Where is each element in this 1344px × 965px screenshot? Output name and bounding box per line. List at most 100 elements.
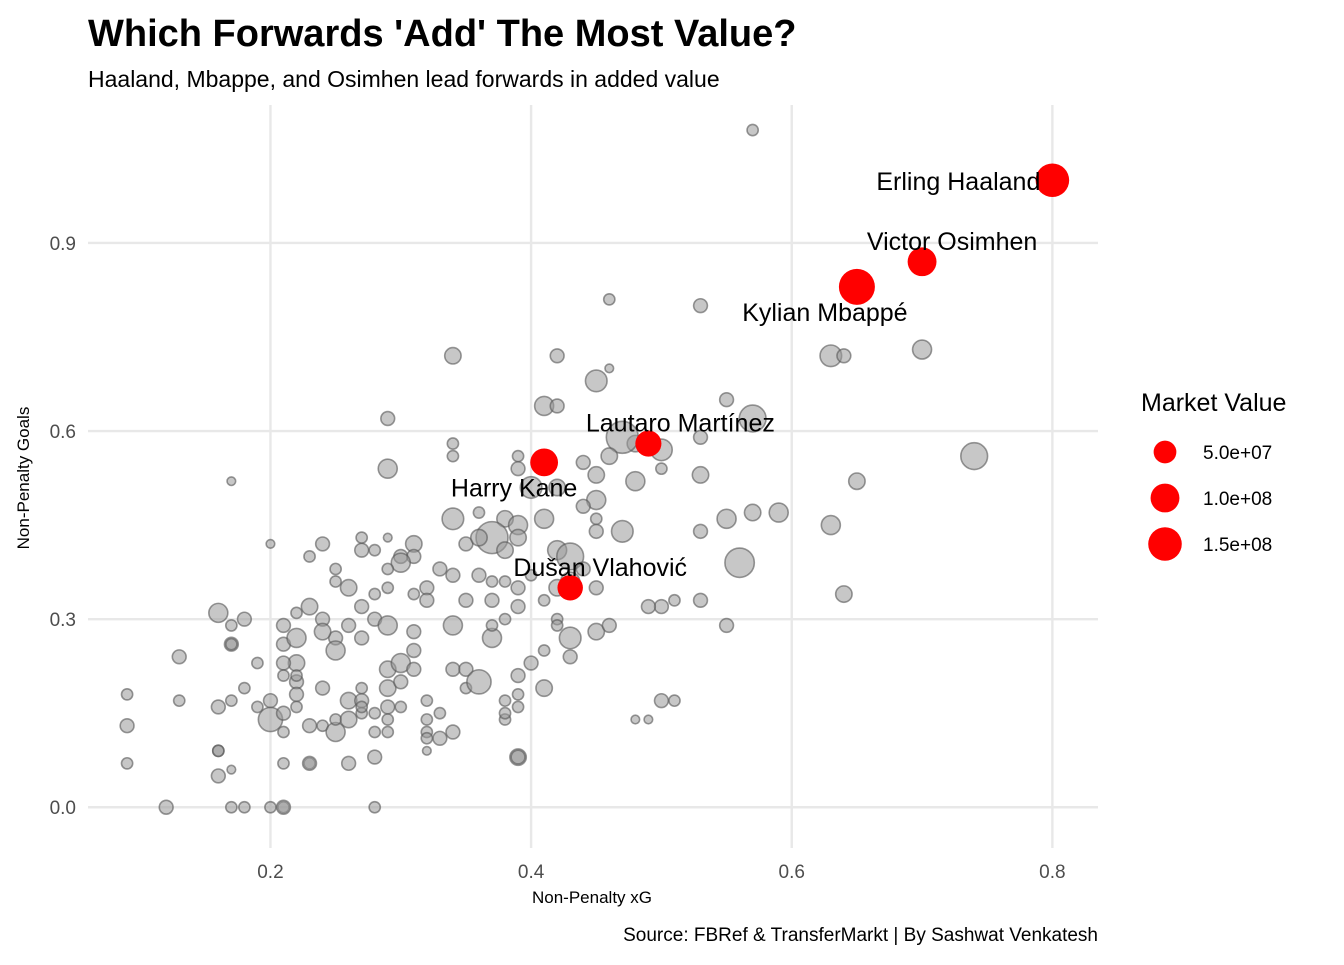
forward-point bbox=[390, 552, 412, 574]
forward-point bbox=[443, 346, 462, 365]
x-tick-label-2: 0.6 bbox=[779, 862, 805, 883]
forward-point bbox=[224, 694, 238, 708]
forward-point bbox=[339, 710, 358, 729]
forward-point bbox=[498, 575, 512, 588]
forward-point bbox=[510, 598, 526, 615]
forward-point bbox=[290, 606, 303, 620]
forward-point bbox=[511, 687, 525, 701]
forward-point bbox=[630, 714, 641, 725]
forward-point bbox=[610, 519, 634, 543]
forward-point bbox=[511, 700, 525, 714]
forward-point bbox=[277, 669, 290, 682]
forward-point bbox=[738, 404, 767, 433]
highlight-point-3 bbox=[635, 430, 662, 457]
forward-point bbox=[834, 585, 853, 604]
player-label-1: Victor Osimhen bbox=[867, 228, 1037, 256]
forward-point bbox=[275, 655, 292, 671]
forward-point bbox=[537, 644, 551, 657]
x-tick-label-0: 0.2 bbox=[257, 862, 283, 883]
player-label-0: Erling Haaland bbox=[876, 168, 1040, 196]
legend-key-1 bbox=[1150, 483, 1180, 513]
forward-point bbox=[550, 619, 564, 632]
forward-point bbox=[471, 567, 487, 583]
forward-point bbox=[498, 706, 512, 720]
forward-point bbox=[510, 580, 526, 596]
forward-point bbox=[746, 123, 760, 137]
y-tick-label-3: 0.9 bbox=[50, 234, 76, 255]
highlight-point-5 bbox=[557, 575, 583, 601]
forward-point bbox=[523, 655, 539, 671]
forward-point bbox=[237, 681, 251, 695]
forward-point bbox=[277, 756, 290, 770]
forward-point bbox=[653, 598, 670, 615]
forward-point bbox=[604, 363, 615, 374]
legend-label-2: 1.5e+08 bbox=[1203, 535, 1272, 556]
forward-point bbox=[575, 561, 591, 577]
forward-point bbox=[820, 514, 842, 536]
forward-point bbox=[549, 398, 565, 414]
forward-point bbox=[445, 567, 461, 583]
forward-point bbox=[367, 749, 383, 765]
forward-point bbox=[420, 713, 434, 726]
forward-point bbox=[251, 656, 264, 670]
legend-key-2 bbox=[1148, 527, 1182, 561]
forward-point bbox=[120, 756, 134, 770]
forward-point bbox=[300, 597, 319, 616]
forward-point bbox=[368, 587, 382, 601]
forward-point bbox=[288, 686, 305, 703]
forward-point bbox=[485, 619, 499, 632]
forward-point bbox=[380, 410, 396, 427]
forward-point bbox=[555, 542, 585, 571]
legend-key-0 bbox=[1153, 440, 1177, 464]
forward-point bbox=[368, 543, 382, 557]
forward-point bbox=[210, 699, 227, 715]
forward-point bbox=[911, 339, 933, 360]
forward-point bbox=[237, 800, 251, 814]
forward-point bbox=[313, 622, 332, 641]
forward-point bbox=[381, 713, 395, 726]
forward-point bbox=[393, 674, 409, 690]
forward-point bbox=[533, 508, 555, 530]
forward-point bbox=[519, 475, 543, 500]
forward-point bbox=[692, 429, 709, 446]
x-axis-title: Non-Penalty xG bbox=[532, 888, 652, 907]
forward-point bbox=[768, 502, 790, 523]
forward-point bbox=[368, 725, 382, 739]
forward-point bbox=[380, 699, 396, 715]
forward-point bbox=[562, 649, 578, 665]
forward-point bbox=[406, 661, 422, 678]
forward-point bbox=[340, 755, 357, 772]
forward-point bbox=[498, 694, 512, 708]
forward-point bbox=[643, 714, 654, 725]
forward-point bbox=[265, 538, 276, 550]
player-labels: Erling Haaland Victor Osimhen Kylian Mbapp… bbox=[451, 168, 1040, 582]
forward-point bbox=[421, 745, 432, 756]
forward-point bbox=[549, 348, 565, 364]
forward-point bbox=[601, 617, 617, 634]
forward-point bbox=[485, 575, 499, 588]
forward-point bbox=[224, 619, 238, 632]
forward-point bbox=[472, 506, 486, 519]
player-label-2: Kylian Mbappé bbox=[742, 299, 907, 327]
forward-point bbox=[355, 700, 369, 714]
forward-point bbox=[548, 478, 567, 497]
forward-point bbox=[602, 292, 616, 306]
y-tick-label-2: 0.6 bbox=[50, 422, 76, 443]
forward-point bbox=[339, 578, 358, 597]
forward-point bbox=[407, 587, 421, 601]
forward-point bbox=[509, 528, 528, 547]
forward-point bbox=[575, 498, 591, 514]
forward-point bbox=[959, 441, 989, 471]
forward-point bbox=[655, 462, 668, 476]
grid-lines bbox=[88, 105, 1098, 848]
forward-point bbox=[496, 541, 515, 560]
forward-point bbox=[314, 680, 331, 696]
x-tick-label-3: 0.8 bbox=[1039, 862, 1065, 883]
forward-point bbox=[120, 687, 134, 701]
player-label-5: Dušan Vlahović bbox=[513, 554, 687, 582]
chart-subtitle: Haaland, Mbappe, and Osimhen lead forwar… bbox=[88, 66, 720, 92]
forward-point bbox=[668, 694, 681, 708]
forward-point bbox=[381, 581, 395, 595]
forward-point bbox=[524, 568, 538, 582]
